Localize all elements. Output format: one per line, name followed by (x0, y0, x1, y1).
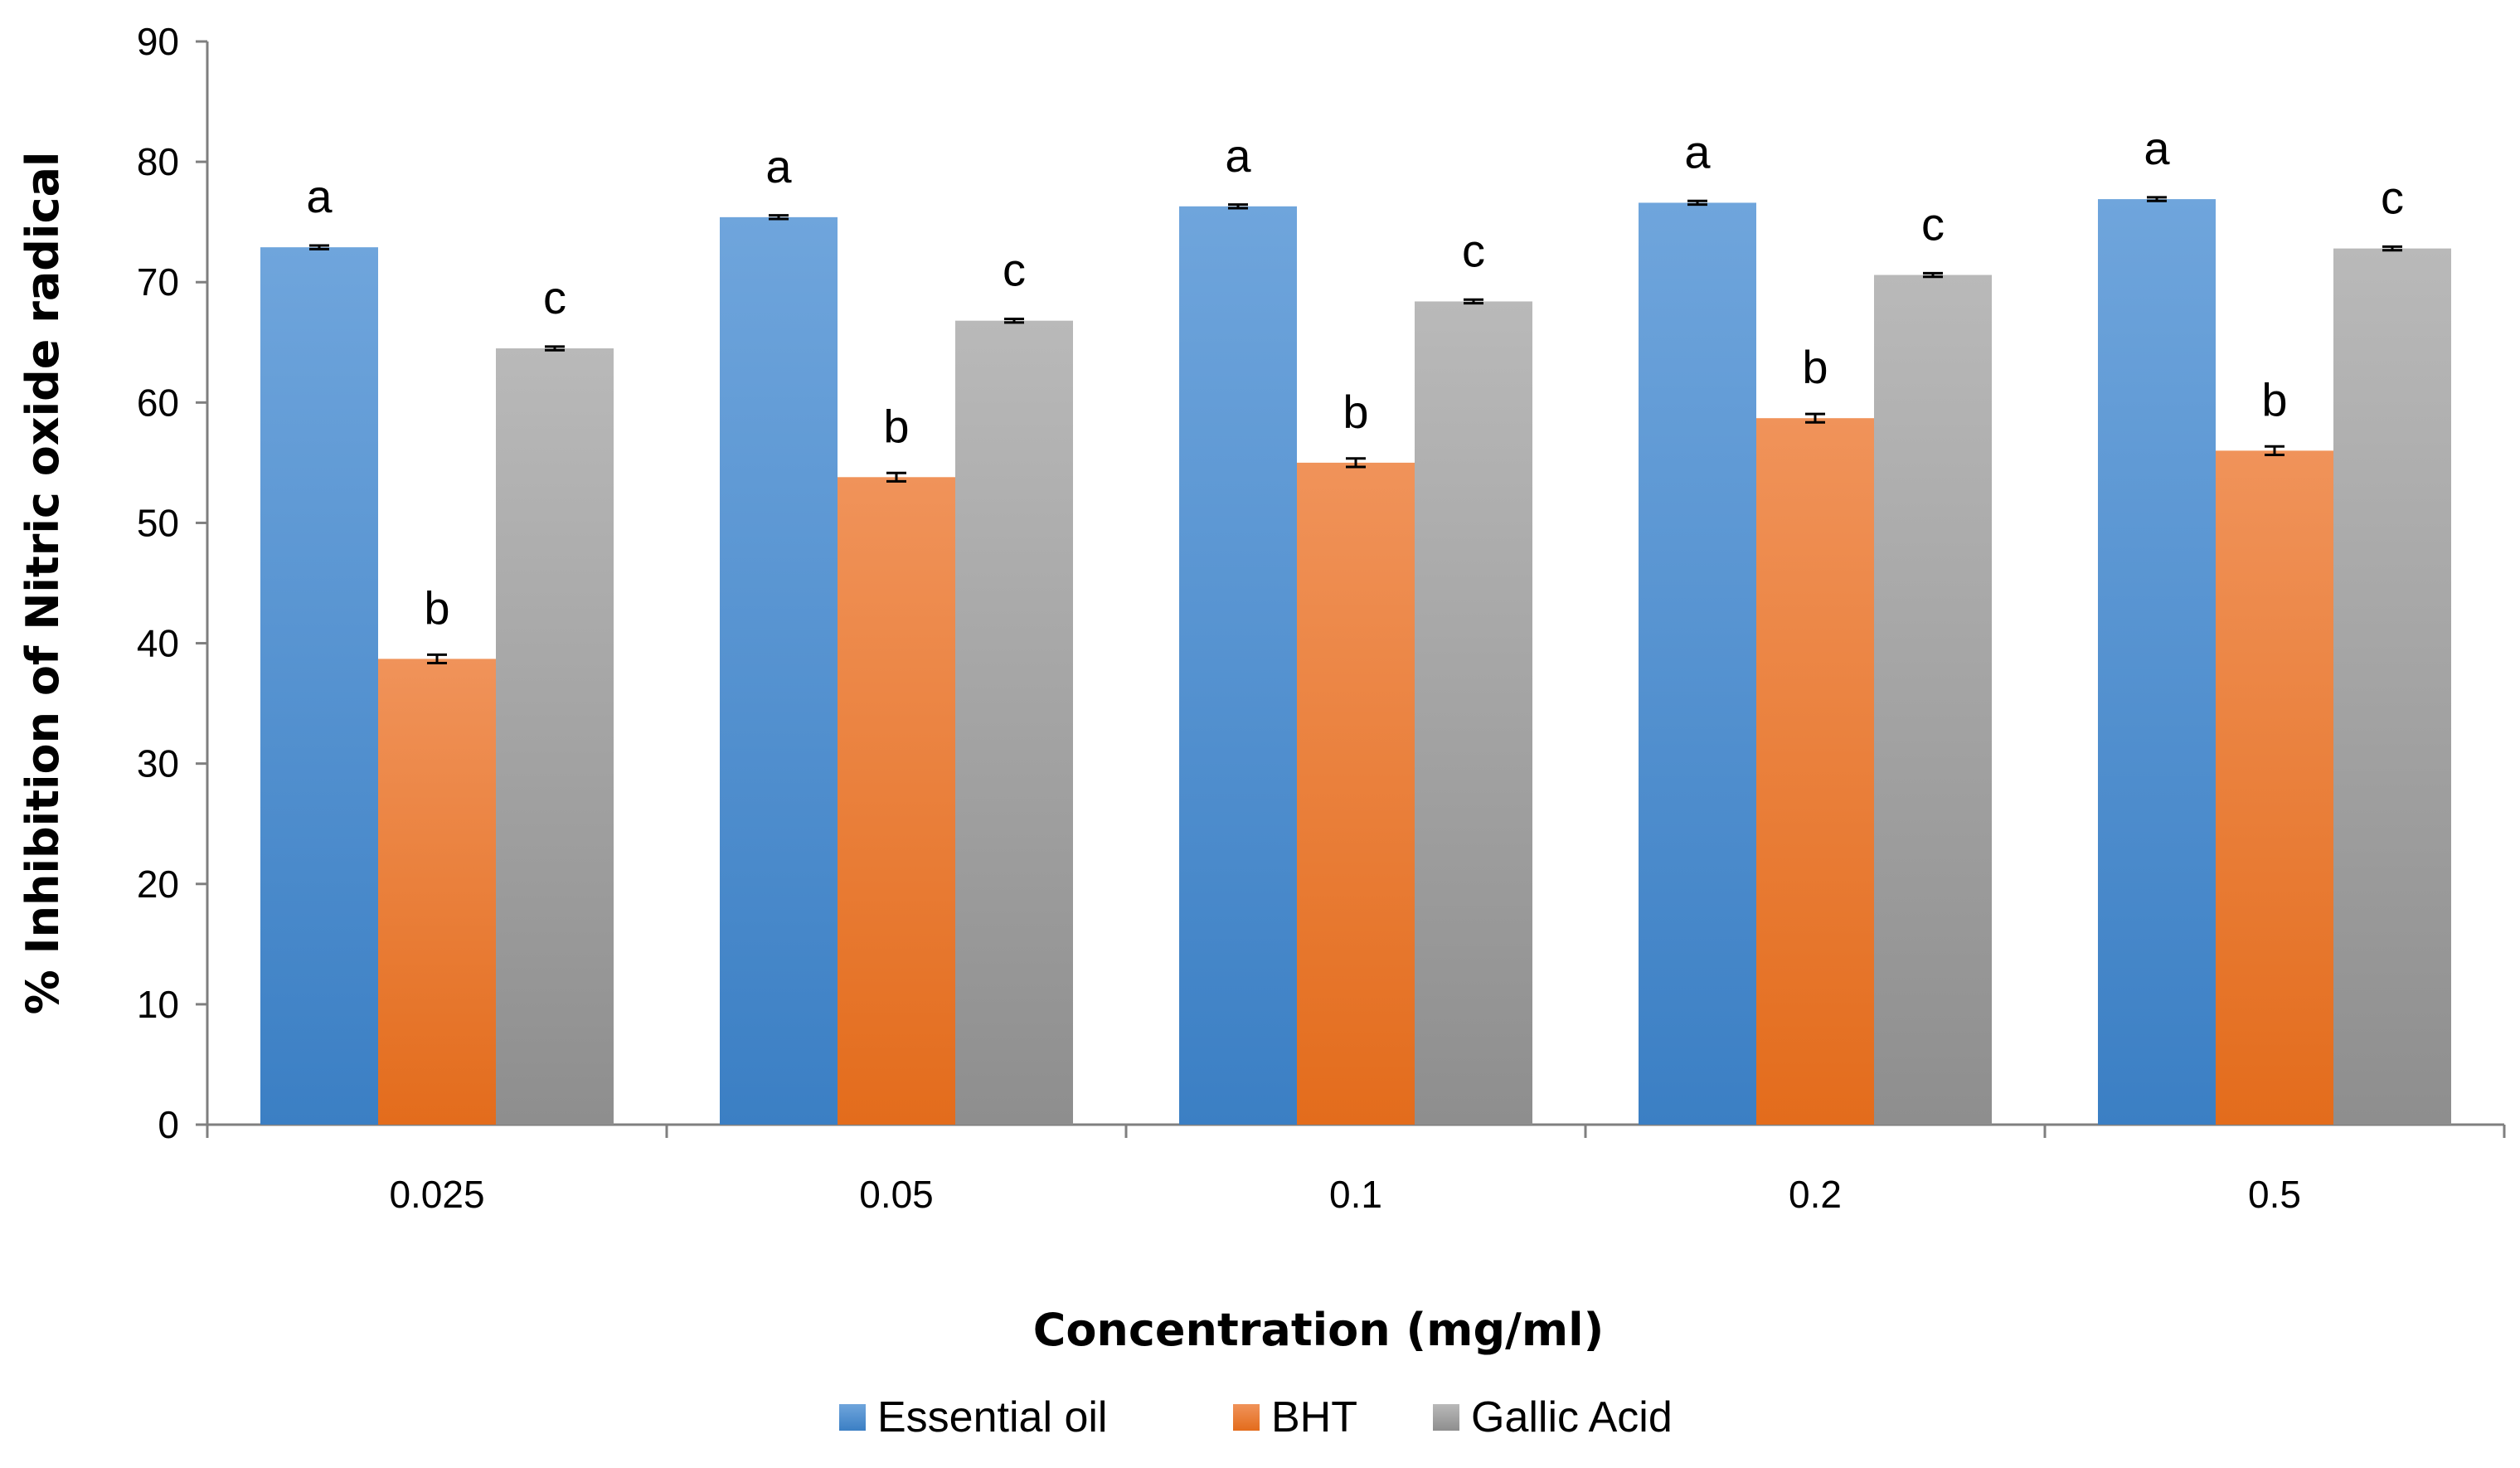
bar-gallic-acid (1874, 275, 1992, 1125)
legend-label-gallic-acid: Gallic Acid (1471, 1393, 1673, 1441)
bar-gallic-acid (496, 348, 614, 1125)
significance-label: c (1462, 224, 1485, 276)
legend-swatch-gallic-acid (1433, 1404, 1459, 1431)
bar-bht (838, 477, 955, 1125)
legend-label-bht: BHT (1271, 1393, 1357, 1441)
significance-label: c (1003, 244, 1026, 296)
significance-labels: a b c a b c a b c a b c a b c (306, 122, 2404, 634)
bar-essential-oil (1639, 202, 1756, 1125)
bar-bht (2216, 450, 2333, 1125)
significance-label: c (2381, 172, 2404, 224)
significance-label: a (1684, 125, 1711, 177)
significance-label: a (1225, 129, 1251, 182)
y-tick-label: 10 (137, 983, 179, 1026)
x-tick-label: 0.5 (2248, 1173, 2301, 1216)
x-tick-label: 0.1 (1329, 1173, 1382, 1216)
significance-label: a (306, 170, 333, 222)
y-tick-label: 70 (137, 260, 179, 304)
bar-gallic-acid (2333, 248, 2451, 1125)
y-tick-label: 40 (137, 622, 179, 665)
significance-label: b (883, 400, 909, 452)
significance-label: c (1921, 198, 1945, 250)
legend: Essential oil BHT Gallic Acid (839, 1393, 1673, 1441)
y-tick-label: 90 (137, 20, 179, 63)
significance-label: b (2261, 373, 2287, 425)
bar-gallic-acid (1415, 301, 1532, 1125)
significance-label: b (1802, 341, 1828, 393)
x-tick-label: 0.025 (389, 1173, 484, 1216)
error-bars (309, 196, 2402, 664)
bar-bht (378, 659, 496, 1125)
bars (260, 199, 2451, 1125)
y-tick-label: 80 (137, 140, 179, 183)
legend-swatch-essential-oil (839, 1404, 866, 1431)
bar-essential-oil (1179, 206, 1297, 1125)
significance-label: c (543, 271, 566, 323)
significance-label: a (765, 140, 792, 192)
y-tick-label: 30 (137, 742, 179, 785)
x-tick-label: 0.05 (859, 1173, 934, 1216)
y-tick-label: 0 (158, 1103, 179, 1146)
significance-label: b (424, 581, 449, 634)
significance-label: a (2144, 122, 2170, 174)
bar-essential-oil (720, 216, 838, 1125)
y-tick-label: 20 (137, 863, 179, 906)
bar-essential-oil (260, 247, 378, 1125)
bar-gallic-acid (955, 320, 1073, 1125)
x-axis-title: Concentration (mg/ml) (1033, 1304, 1605, 1356)
legend-swatch-bht (1233, 1404, 1260, 1431)
x-axis: 0.025 0.05 0.1 0.2 0.5 (206, 1123, 2506, 1216)
y-axis: 0 10 20 30 40 50 60 70 80 90 (137, 20, 209, 1146)
bar-bht (1756, 418, 1874, 1125)
legend-label-essential-oil: Essential oil (877, 1393, 1107, 1441)
y-tick-label: 50 (137, 501, 179, 544)
y-tick-label: 60 (137, 381, 179, 424)
bar-bht (1297, 462, 1415, 1125)
x-tick-label: 0.2 (1789, 1173, 1842, 1216)
bar-essential-oil (2098, 199, 2216, 1125)
y-axis-title: % Inhibition of Nitric oxide radical (17, 152, 69, 1015)
significance-label: b (1343, 386, 1368, 438)
